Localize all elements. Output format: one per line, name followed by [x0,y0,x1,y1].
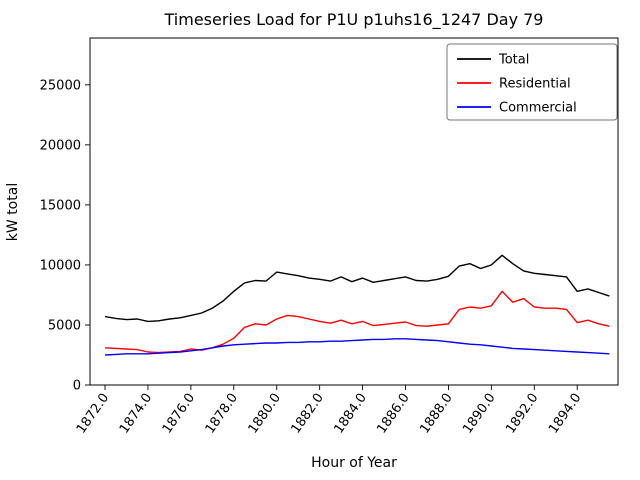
legend-box [446,43,618,121]
x-tick-label: 1878.0 [203,391,241,437]
y-tick-label: 10000 [40,258,81,273]
x-tick-label: 1872.0 [74,391,112,437]
x-axis-label: Hour of Year [311,455,397,471]
y-tick-label: 0 [73,379,81,394]
y-tick-label: 15000 [40,198,81,213]
x-tick-label: 1888.0 [417,391,455,437]
legend-label-total: Total [498,53,529,68]
x-tick-label: 1876.0 [160,391,198,437]
legend-label-residential: Residential [499,77,571,92]
y-axis-label: kW total [5,183,21,241]
plot-border [89,37,619,386]
x-tick-label: 1886.0 [374,391,412,437]
series-line-commercial [104,338,610,356]
x-tick-label: 1890.0 [460,391,498,437]
legend-label-commercial: Commercial [499,101,577,116]
x-tick-label: 1894.0 [546,391,584,437]
series-line-total [104,254,610,323]
y-tick-label: 25000 [40,78,81,93]
x-tick-label: 1882.0 [289,391,327,437]
series-line-residential [104,290,610,354]
y-tick-label: 20000 [40,138,81,153]
x-tick-label: 1884.0 [331,391,369,437]
y-tick-label: 5000 [48,318,81,333]
x-tick-label: 1880.0 [246,391,284,437]
chart-title: Timeseries Load for P1U p1uhs16_1247 Day… [164,10,544,30]
x-tick-label: 1874.0 [117,391,155,437]
x-tick-label: 1892.0 [503,391,541,437]
